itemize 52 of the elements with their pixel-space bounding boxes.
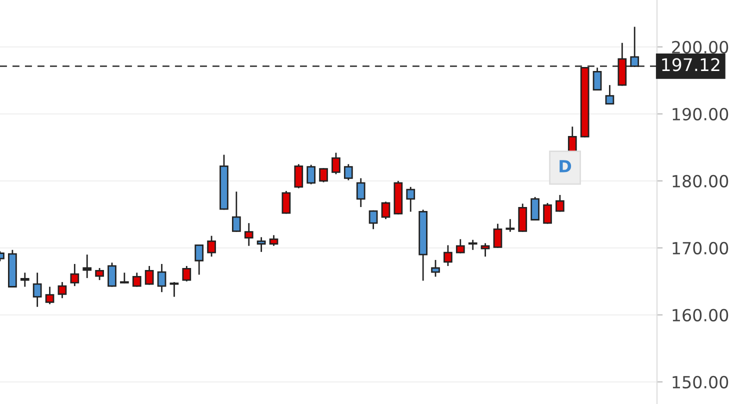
candlestick bbox=[543, 202, 552, 224]
candlestick bbox=[70, 263, 80, 287]
candlestick bbox=[506, 218, 515, 233]
candlestick bbox=[468, 239, 478, 251]
y-tick-label: 150.00 bbox=[672, 376, 728, 388]
candlestick bbox=[132, 272, 142, 288]
candlestick bbox=[20, 272, 30, 288]
candlestick bbox=[157, 263, 166, 293]
candlestick bbox=[170, 281, 179, 298]
candlestick bbox=[493, 223, 502, 249]
y-tick-label: 160.00 bbox=[672, 308, 728, 322]
candlestick bbox=[592, 66, 602, 92]
candlestick bbox=[530, 196, 540, 222]
candlestick bbox=[605, 84, 614, 106]
candlestick bbox=[32, 272, 42, 308]
candlestick bbox=[269, 234, 278, 247]
candlestick bbox=[232, 190, 241, 233]
candlestick bbox=[444, 244, 452, 267]
candlestick bbox=[518, 202, 528, 233]
candlestick bbox=[332, 152, 340, 175]
candlestick bbox=[207, 235, 216, 258]
candlestick bbox=[456, 238, 465, 254]
candlestick bbox=[144, 265, 154, 286]
candlestick bbox=[194, 244, 204, 276]
candlestick bbox=[556, 194, 564, 212]
candlestick bbox=[368, 210, 378, 230]
candlestick bbox=[45, 286, 54, 305]
candlestick bbox=[381, 200, 390, 220]
candlestick bbox=[58, 281, 67, 299]
candlestick bbox=[108, 262, 116, 288]
candlestick bbox=[256, 236, 266, 253]
candlestick bbox=[95, 267, 104, 281]
ref-line-label: 197.12 bbox=[662, 58, 720, 72]
candlestick bbox=[319, 167, 328, 183]
candlestick bbox=[356, 178, 366, 208]
candlestick bbox=[120, 272, 129, 284]
y-tick-label: 190.00 bbox=[672, 108, 728, 120]
candlestick bbox=[344, 163, 353, 181]
candlestick bbox=[282, 190, 291, 214]
candlestick bbox=[630, 26, 640, 68]
y-tick-label: 170.00 bbox=[672, 242, 728, 254]
candlestick bbox=[431, 259, 440, 278]
candlestick bbox=[244, 222, 254, 247]
candlestick bbox=[182, 265, 192, 282]
candlestick bbox=[406, 186, 416, 212]
y-tick-label: 180.00 bbox=[672, 174, 728, 188]
annotation: D bbox=[560, 160, 572, 172]
candlestick bbox=[82, 254, 92, 279]
candlestick bbox=[480, 242, 490, 258]
candlestick bbox=[306, 164, 316, 185]
candlestick bbox=[294, 163, 304, 189]
y-tick-label: 200.00 bbox=[672, 40, 728, 54]
